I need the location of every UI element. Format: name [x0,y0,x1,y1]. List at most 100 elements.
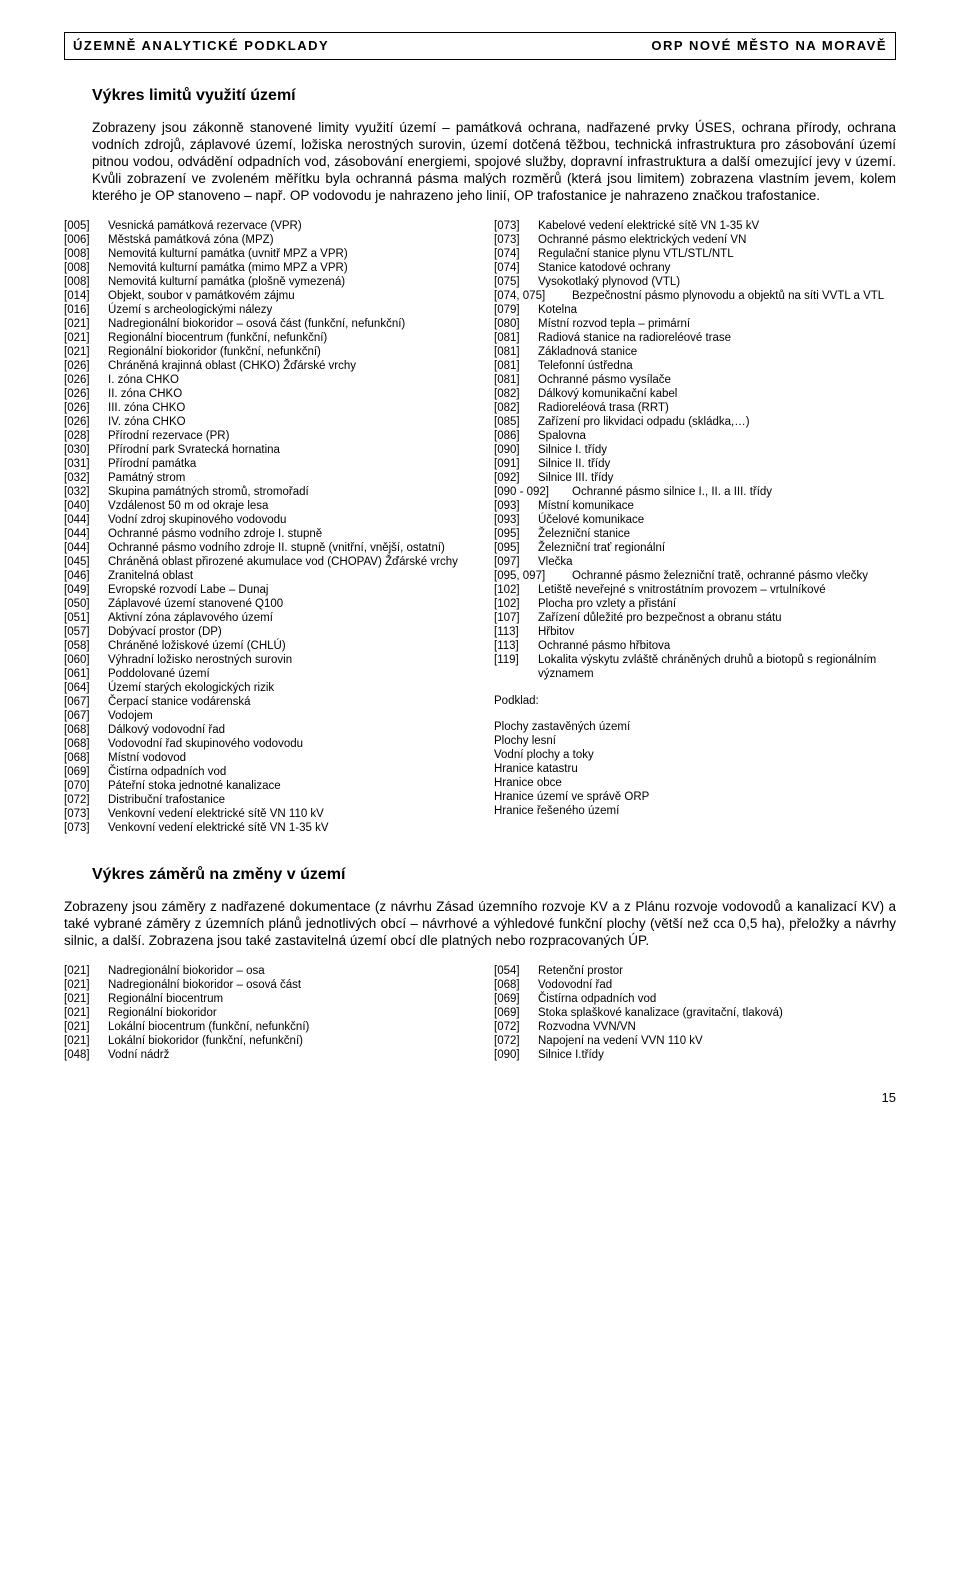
list-item: [054]Retenční prostor [494,964,896,978]
list-item: [079]Kotelna [494,303,896,317]
item-label: Regionální biokoridor [108,1006,466,1020]
list-item: [068]Vodovodní řad [494,978,896,992]
item-code: [090] [494,1048,538,1062]
item-label: Ochranné pásmo hřbitova [538,639,896,653]
list-item: [049]Evropské rozvodí Labe – Dunaj [64,583,466,597]
item-code: [026] [64,373,108,387]
item-label: Železniční trať regionální [538,541,896,555]
header-right-title: ORP NOVÉ MĚSTO NA MORAVĚ [651,38,887,54]
list-item: [095]Železniční trať regionální [494,541,896,555]
item-code: [068] [64,751,108,765]
list-item: [021]Nadregionální biokoridor – osová čá… [64,978,466,992]
item-code: [095] [494,527,538,541]
item-label: Vodovodní řad skupinového vodovodu [108,737,466,751]
item-code: [031] [64,457,108,471]
item-code: [026] [64,359,108,373]
item-label: Bezpečnostní pásmo plynovodu a objektů n… [572,289,896,303]
item-label: Ochranné pásmo vodního zdroje I. stupně [108,527,466,541]
item-code: [028] [64,429,108,443]
item-code: [032] [64,471,108,485]
item-label: Účelové komunikace [538,513,896,527]
list-item: [085]Zařízení pro likvidaci odpadu (sklá… [494,415,896,429]
item-label: Silnice I. třídy [538,443,896,457]
item-label: Výhradní ložisko nerostných surovin [108,653,466,667]
item-code: [057] [64,625,108,639]
item-label: Ochranné pásmo silnice I., II. a III. tř… [572,485,896,499]
list-item: [069]Čistírna odpadních vod [64,765,466,779]
item-label: Zařízení pro likvidaci odpadu (skládka,…… [538,415,896,429]
item-code: [093] [494,499,538,513]
item-code: [069] [494,992,538,1006]
item-label: Stoka splaškové kanalizace (gravitační, … [538,1006,896,1020]
item-code: [095, 097] [494,569,572,583]
list-item: [026]I. zóna CHKO [64,373,466,387]
item-label: Zranitelná oblast [108,569,466,583]
list-item: [021]Lokální biocentrum (funkční, nefunk… [64,1020,466,1034]
item-code: [051] [64,611,108,625]
item-label: Nemovitá kulturní památka (mimo MPZ a VP… [108,261,466,275]
page-number: 15 [64,1090,896,1106]
item-label: Regionální biokoridor (funkční, nefunkčn… [108,345,466,359]
item-label: Venkovní vedení elektrické sítě VN 1-35 … [108,821,466,835]
item-label: II. zóna CHKO [108,387,466,401]
item-label: Chráněná krajinná oblast (CHKO) Žďárské … [108,359,466,373]
list-item: [080]Místní rozvod tepla – primární [494,317,896,331]
item-label: Evropské rozvodí Labe – Dunaj [108,583,466,597]
item-label: Radiová stanice na radioreléové trase [538,331,896,345]
list-item: [067]Čerpací stanice vodárenská [64,695,466,709]
item-code: [021] [64,345,108,359]
item-code: [073] [64,807,108,821]
podklad-item: Hranice katastru [494,762,896,776]
list2-right-column: [054]Retenční prostor[068]Vodovodní řad[… [494,964,896,1062]
item-code: [006] [64,233,108,247]
item-label: Stanice katodové ochrany [538,261,896,275]
list-item: [074]Regulační stanice plynu VTL/STL/NTL [494,247,896,261]
item-label: Ochranné pásmo vodního zdroje II. stupně… [108,541,466,555]
item-label: Vlečka [538,555,896,569]
item-code: [054] [494,964,538,978]
list-item: [044]Ochranné pásmo vodního zdroje I. st… [64,527,466,541]
item-code: [064] [64,681,108,695]
list-item: [073]Venkovní vedení elektrické sítě VN … [64,821,466,835]
list-item: [068]Místní vodovod [64,751,466,765]
item-code: [074, 075] [494,289,572,303]
list-item: [021]Regionální biocentrum [64,992,466,1006]
podklad-item: Plochy zastavěných území [494,720,896,734]
item-code: [113] [494,639,538,653]
item-code: [119] [494,653,538,681]
item-code: [090 - 092] [494,485,572,499]
list-item: [068]Dálkový vodovodní řad [64,723,466,737]
item-label: Území starých ekologických rizik [108,681,466,695]
item-code: [081] [494,345,538,359]
item-label: Silnice I.třídy [538,1048,896,1062]
document-header: ÚZEMNĚ ANALYTICKÉ PODKLADY ORP NOVÉ MĚST… [64,32,896,60]
list-item: [006]Městská památková zóna (MPZ) [64,233,466,247]
item-label: Rozvodna VVN/VN [538,1020,896,1034]
list-item: [026]IV. zóna CHKO [64,415,466,429]
list-item: [028]Přírodní rezervace (PR) [64,429,466,443]
item-code: [008] [64,247,108,261]
item-code: [021] [64,317,108,331]
list-item: [045]Chráněná oblast přirozené akumulace… [64,555,466,569]
item-code: [067] [64,709,108,723]
item-code: [082] [494,401,538,415]
list-item: [068]Vodovodní řad skupinového vodovodu [64,737,466,751]
item-label: Vodojem [108,709,466,723]
item-code: [072] [494,1020,538,1034]
list-item: [091]Silnice II. třídy [494,457,896,471]
item-label: Letiště neveřejné s vnitrostátním provoz… [538,583,896,597]
item-code: [008] [64,275,108,289]
section2-paragraph: Zobrazeny jsou záměry z nadřazené dokume… [64,899,896,950]
list-item: [032]Skupina památných stromů, stromořad… [64,485,466,499]
item-label: Čerpací stanice vodárenská [108,695,466,709]
list-item: [081]Radiová stanice na radioreléové tra… [494,331,896,345]
list-item: [119]Lokalita výskytu zvláště chráněných… [494,653,896,681]
item-code: [075] [494,275,538,289]
item-code: [021] [64,992,108,1006]
item-code: [005] [64,219,108,233]
list-item: [030]Přírodní park Svratecká hornatina [64,443,466,457]
podklad-item: Hranice obce [494,776,896,790]
item-label: Místní komunikace [538,499,896,513]
item-label: Přírodní památka [108,457,466,471]
item-code: [026] [64,387,108,401]
